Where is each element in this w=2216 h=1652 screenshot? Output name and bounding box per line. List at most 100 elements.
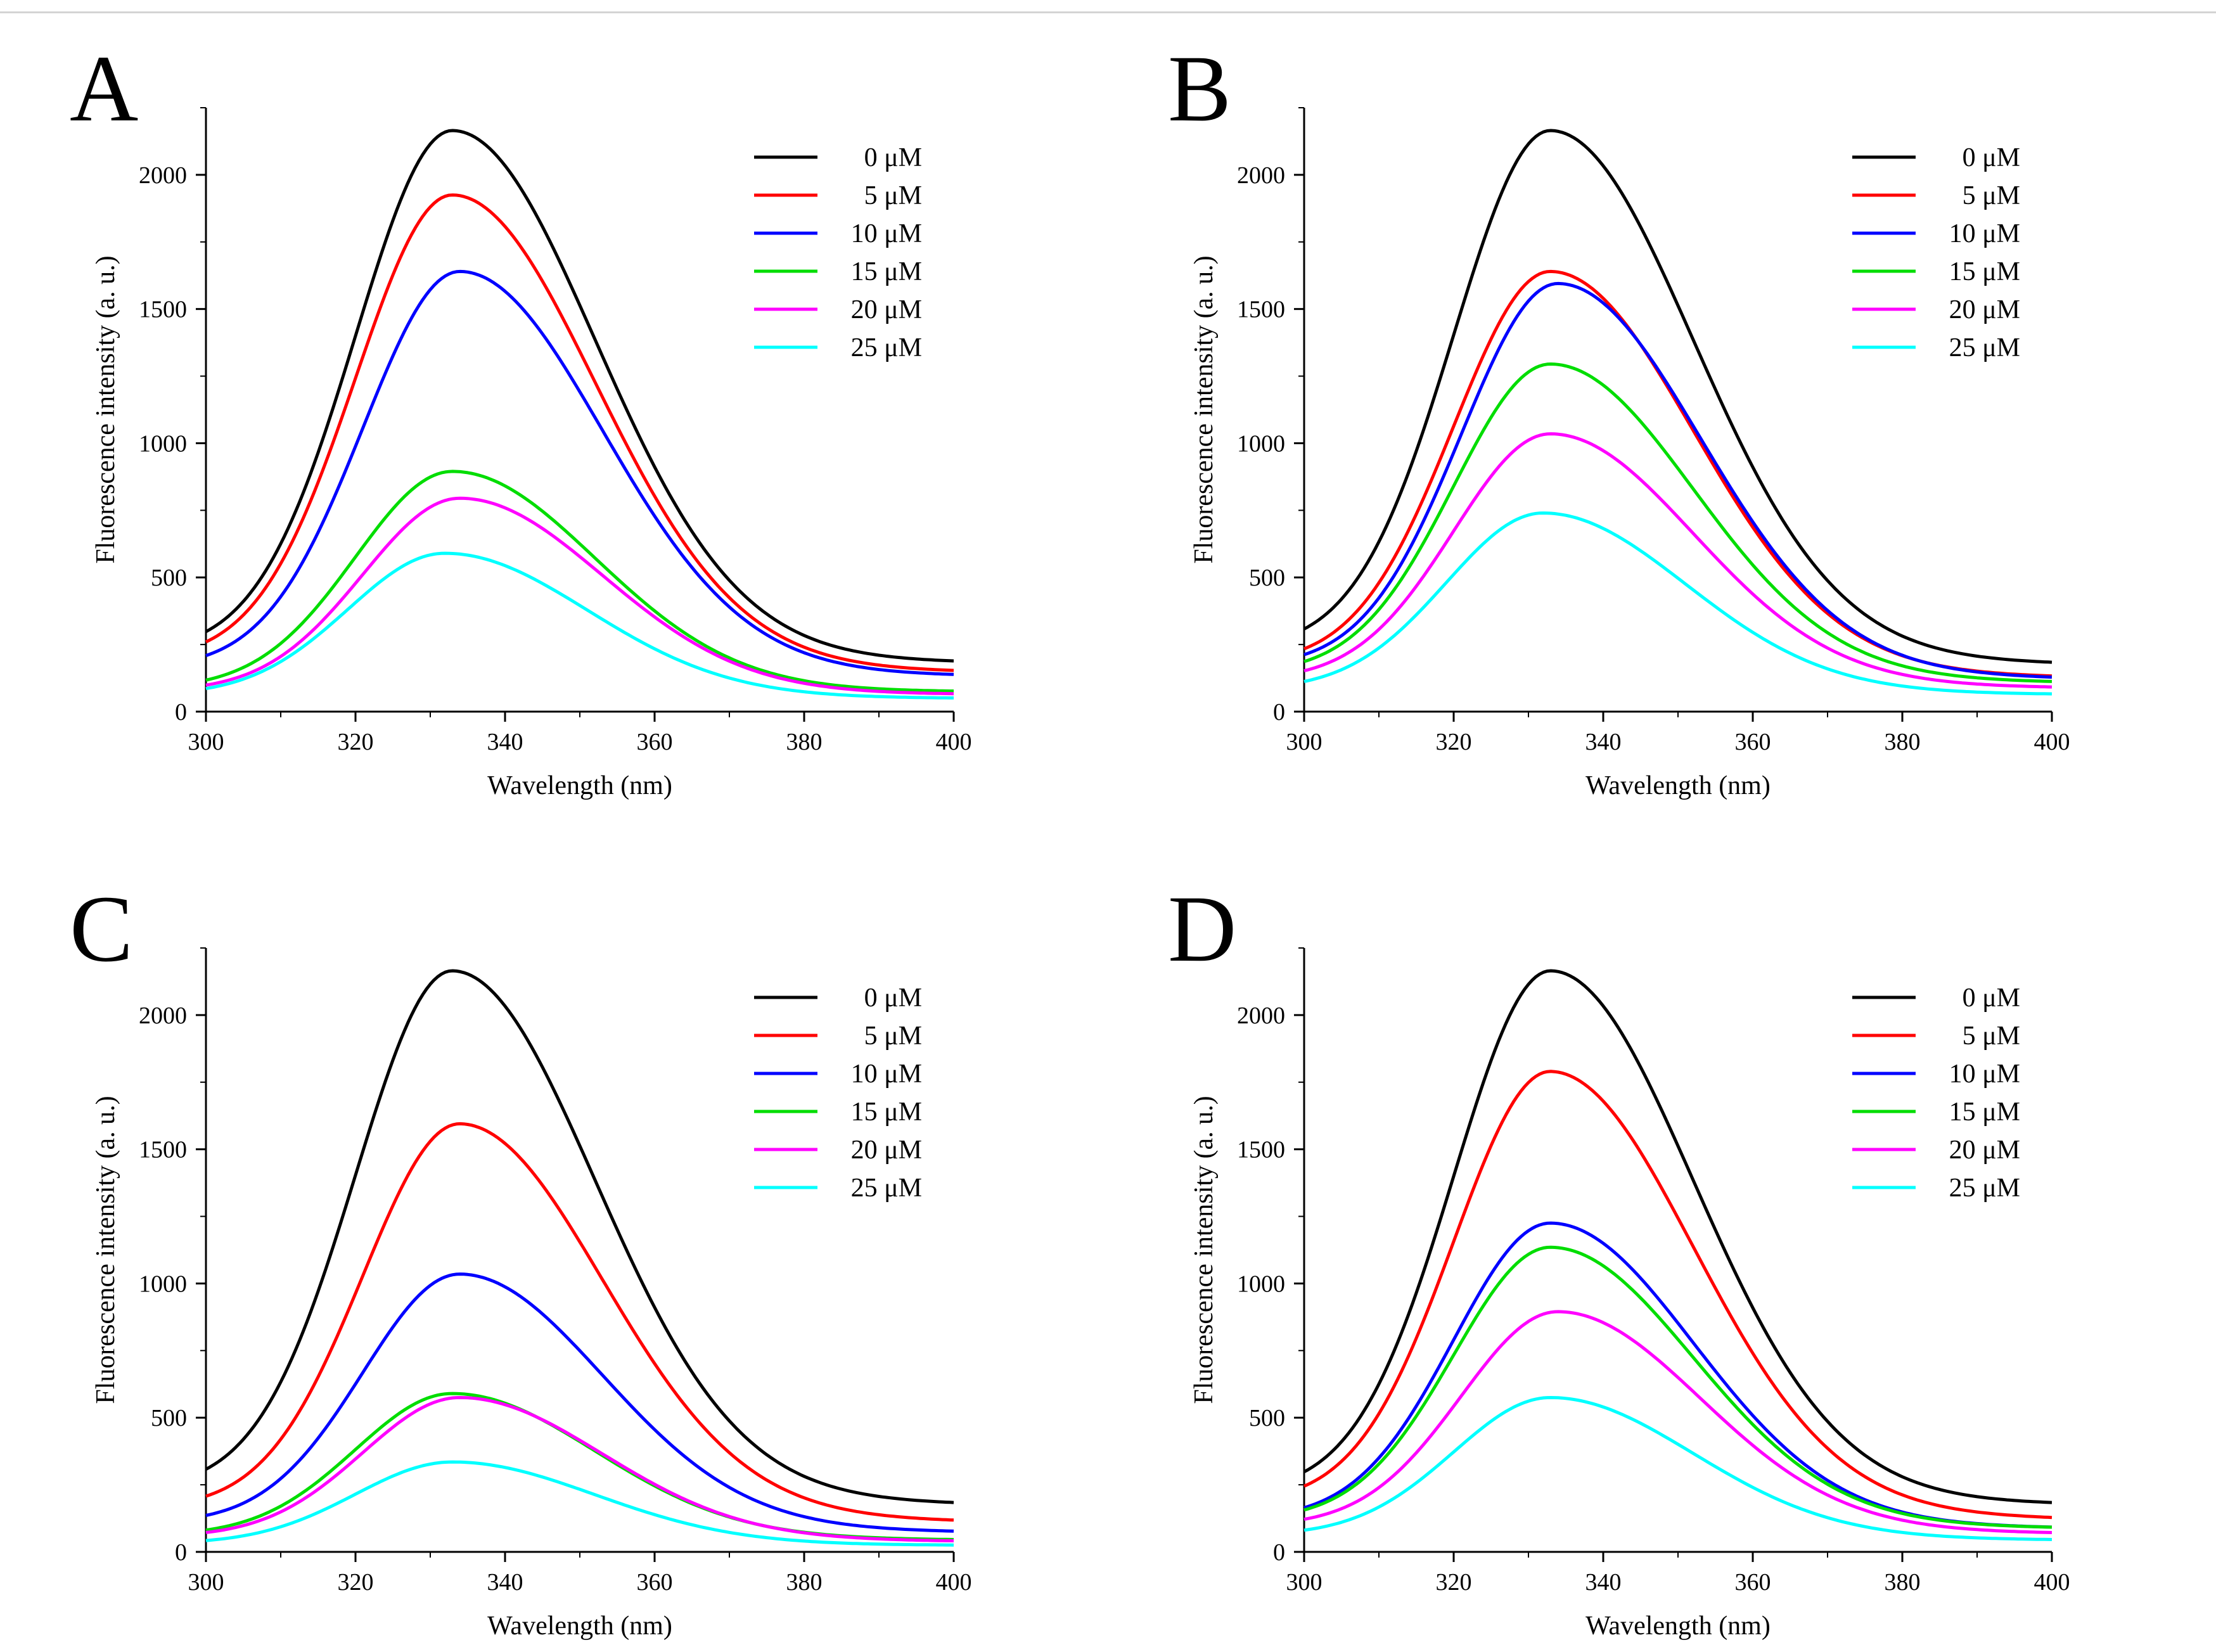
y-tick-label: 0	[1273, 1539, 1285, 1566]
y-tick-label: 500	[1249, 1405, 1285, 1431]
panel-letter: A	[70, 36, 138, 141]
x-axis-title: Wavelength (nm)	[1585, 771, 1771, 800]
x-tick-label: 400	[2034, 1569, 2070, 1596]
legend-label: 25 μM	[851, 333, 922, 362]
chart-panel-c: C 300 320 340 360 380 400 0 500 1000 1500 2000 Wavel…	[70, 876, 972, 1641]
series-line-4	[205, 1396, 954, 1542]
x-tick-label: 400	[2034, 729, 2070, 755]
x-tick-label: 320	[338, 1569, 374, 1596]
legend-label: 25 μM	[1949, 333, 2020, 362]
legend: 0 μM 5 μM 10 μM 15 μM 20 μM 25 μM	[754, 983, 922, 1203]
x-tick-label: 320	[1436, 729, 1472, 755]
legend-label: 0 μM	[1963, 143, 2020, 172]
legend-label: 15 μM	[851, 1098, 922, 1127]
legend-label: 20 μM	[1949, 1136, 2020, 1165]
legend-label: 25 μM	[1949, 1174, 2020, 1203]
series-line-4	[1303, 432, 2053, 689]
series-line-3	[205, 1392, 954, 1541]
series-line-3	[1303, 1245, 2053, 1529]
legend-label: 5 μM	[1963, 1021, 2020, 1051]
y-tick-label: 1500	[139, 297, 187, 323]
x-tick-label: 360	[637, 1569, 673, 1596]
panel-letter: C	[70, 876, 133, 982]
x-tick-label: 360	[637, 729, 673, 755]
panel-letter: B	[1168, 36, 1231, 141]
top-divider	[0, 11, 2216, 13]
legend-label: 15 μM	[1949, 257, 2020, 286]
legend-label: 15 μM	[1949, 1098, 2020, 1127]
y-tick-label: 1500	[1237, 1137, 1285, 1163]
legend-label: 10 μM	[1949, 219, 2020, 248]
legend-label: 15 μM	[851, 257, 922, 286]
y-axis-title: Fluorescence intensity (a. u.)	[1189, 255, 1219, 563]
y-tick-label: 1500	[139, 1137, 187, 1163]
x-tick-label: 300	[1286, 1569, 1323, 1596]
x-tick-label: 380	[1885, 1569, 1921, 1596]
x-tick-label: 300	[1286, 729, 1323, 755]
x-tick-label: 300	[188, 1569, 224, 1596]
x-tick-label: 380	[786, 729, 823, 755]
y-tick-label: 1000	[1237, 430, 1285, 457]
series-line-4	[205, 496, 954, 696]
series-line-3	[205, 470, 954, 693]
x-tick-label: 320	[338, 729, 374, 755]
x-tick-label: 400	[936, 1569, 972, 1596]
y-tick-label: 2000	[1237, 162, 1285, 189]
legend-label: 5 μM	[864, 1021, 922, 1051]
legend-label: 0 μM	[1963, 983, 2020, 1013]
legend-label: 25 μM	[851, 1174, 922, 1203]
series-line-0	[1303, 129, 2053, 664]
y-tick-label: 500	[151, 565, 187, 591]
series-line-0	[205, 129, 954, 663]
chart-panel-b: B 300 320 340 360 380 400 0 500 1000 1500 2000 Wavel…	[1168, 36, 2070, 800]
series-line-4	[1303, 1310, 2053, 1534]
legend-label: 20 μM	[851, 1136, 922, 1165]
legend-label: 20 μM	[851, 295, 922, 324]
x-axis-title: Wavelength (nm)	[487, 771, 672, 800]
legend: 0 μM 5 μM 10 μM 15 μM 20 μM 25 μM	[1852, 983, 2020, 1203]
chart-panel-d: D 300 320 340 360 380 400 0 500 1000 1500 2000 Wavel…	[1168, 876, 2070, 1641]
series-line-3	[1303, 362, 2053, 683]
y-tick-label: 500	[151, 1405, 187, 1431]
chart-panel-a: A 300 320 340 360 380 400 0 500 1000 1500 2000 Wavel…	[70, 36, 972, 800]
series-line-2	[205, 1272, 954, 1533]
legend-label: 5 μM	[864, 181, 922, 210]
y-tick-label: 1000	[1237, 1271, 1285, 1297]
y-tick-label: 2000	[139, 1002, 187, 1029]
series-line-1	[205, 1122, 954, 1522]
y-tick-label: 1500	[1237, 297, 1285, 323]
x-axis-title: Wavelength (nm)	[487, 1611, 672, 1641]
series-line-1	[1303, 1070, 2053, 1520]
series-line-0	[205, 969, 954, 1504]
legend-label: 0 μM	[864, 983, 922, 1013]
y-tick-label: 0	[1273, 699, 1285, 726]
y-tick-label: 1000	[139, 1271, 187, 1297]
y-tick-label: 1000	[139, 430, 187, 457]
y-axis-title: Fluorescence intensity (a. u.)	[1189, 1096, 1219, 1404]
y-tick-label: 500	[1249, 565, 1285, 591]
series-line-0	[1303, 969, 2053, 1504]
y-tick-label: 0	[175, 1539, 187, 1566]
x-tick-label: 400	[936, 729, 972, 755]
x-tick-label: 360	[1735, 729, 1771, 755]
series-line-5	[205, 1460, 954, 1547]
x-tick-label: 300	[188, 729, 224, 755]
legend-label: 0 μM	[864, 143, 922, 172]
legend-label: 20 μM	[1949, 295, 2020, 324]
legend-label: 10 μM	[851, 1060, 922, 1089]
x-axis-title: Wavelength (nm)	[1585, 1611, 1771, 1641]
series-line-5	[1303, 1396, 2053, 1541]
legend-label: 10 μM	[851, 219, 922, 248]
x-tick-label: 340	[1585, 1569, 1622, 1596]
x-tick-label: 380	[786, 1569, 823, 1596]
series-line-1	[205, 193, 954, 672]
y-tick-label: 2000	[1237, 1002, 1285, 1029]
series-line-2	[1303, 281, 2053, 679]
legend-label: 10 μM	[1949, 1060, 2020, 1089]
x-tick-label: 360	[1735, 1569, 1771, 1596]
series-line-2	[205, 269, 954, 676]
legend-label: 5 μM	[1963, 181, 2020, 210]
y-axis-title: Fluorescence intensity (a. u.)	[91, 255, 120, 563]
y-tick-label: 2000	[139, 162, 187, 189]
